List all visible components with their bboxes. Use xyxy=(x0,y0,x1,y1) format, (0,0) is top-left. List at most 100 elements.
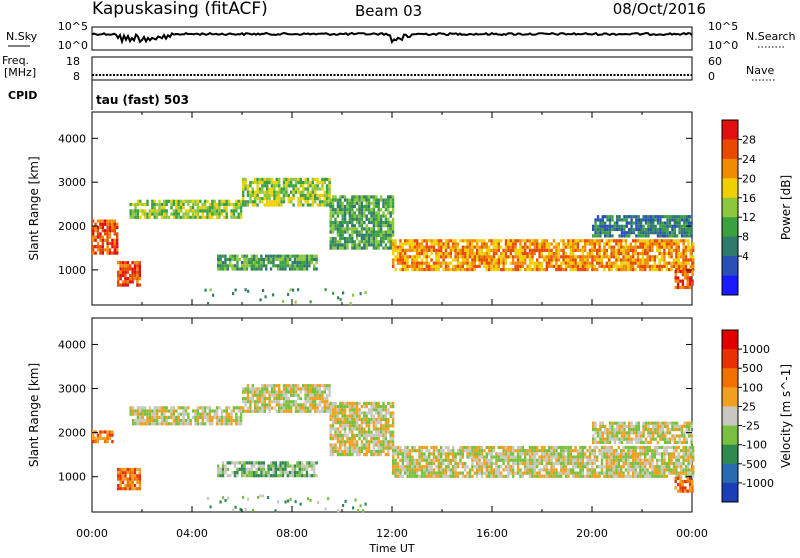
velocity-cell xyxy=(589,468,591,471)
power-cell xyxy=(197,213,199,216)
power-cell xyxy=(661,239,663,242)
power-cell xyxy=(584,258,586,261)
velocity-cell xyxy=(654,446,656,449)
velocity-cell xyxy=(342,434,344,437)
power-cell xyxy=(688,218,690,221)
velocity-cell xyxy=(457,465,459,468)
power-cell xyxy=(397,249,399,252)
power-cell xyxy=(659,218,661,221)
velocity-cell xyxy=(349,418,351,421)
power-cell xyxy=(216,213,218,216)
velocity-cell xyxy=(263,471,265,474)
power-cell xyxy=(151,206,153,209)
power-cell xyxy=(124,268,126,271)
power-cell xyxy=(144,216,146,219)
power-cell xyxy=(474,268,476,271)
power-cell xyxy=(435,239,437,242)
power-cell xyxy=(634,258,636,261)
power-cell xyxy=(380,237,382,240)
power-cell xyxy=(536,246,538,249)
power-cell xyxy=(154,206,156,209)
power-cell xyxy=(238,213,240,216)
velocity-cell xyxy=(294,465,296,468)
power-cell xyxy=(592,228,594,231)
power-cell xyxy=(418,265,420,268)
velocity-cell xyxy=(646,459,648,462)
velocity-cell xyxy=(406,468,408,471)
power-cell xyxy=(244,203,246,206)
velocity-cell xyxy=(495,452,497,455)
velocity-cell xyxy=(221,422,223,425)
velocity-cell xyxy=(259,387,261,390)
velocity-cell xyxy=(594,456,596,459)
velocity-cell xyxy=(553,475,555,478)
velocity-cell xyxy=(199,422,201,425)
velocity-cell xyxy=(185,413,187,416)
power-cell xyxy=(546,246,548,249)
power-cell xyxy=(346,243,348,246)
power-cell xyxy=(586,252,588,255)
power-cell xyxy=(273,187,275,190)
velocity-cell xyxy=(119,487,121,490)
velocity-cell xyxy=(582,449,584,452)
velocity-cell xyxy=(404,449,406,452)
power-cell xyxy=(276,181,278,184)
power-cell xyxy=(358,240,360,243)
velocity-cell xyxy=(387,440,389,443)
velocity-cell xyxy=(603,456,605,459)
power-cell xyxy=(351,240,353,243)
power-cell xyxy=(493,242,495,245)
velocity-cell xyxy=(387,402,389,405)
power-cell xyxy=(416,249,418,252)
velocity-cell xyxy=(156,406,158,409)
velocity-cell xyxy=(637,459,639,462)
power-cell xyxy=(632,268,634,271)
velocity-cell xyxy=(206,406,208,409)
velocity-cell xyxy=(302,403,304,406)
power-cell xyxy=(692,262,694,265)
velocity-cell xyxy=(517,449,519,452)
power-cell xyxy=(692,249,694,252)
velocity-cell xyxy=(258,461,260,464)
power-cell xyxy=(253,261,255,264)
power-cell xyxy=(603,242,605,245)
power-cell xyxy=(594,234,596,237)
power-cell xyxy=(688,234,690,237)
power-cell xyxy=(300,197,302,200)
velocity-cell xyxy=(411,449,413,452)
nsky-tick-low-right: 10^0 xyxy=(708,39,738,52)
power-cell xyxy=(411,265,413,268)
velocity-cell xyxy=(529,452,531,455)
power-cell xyxy=(385,199,387,202)
velocity-cell xyxy=(309,403,311,406)
velocity-cell xyxy=(106,430,108,433)
velocity-cell xyxy=(146,419,148,422)
velocity-cell xyxy=(627,452,629,455)
velocity-cell xyxy=(505,459,507,462)
velocity-cell xyxy=(466,452,468,455)
power-cell xyxy=(426,249,428,252)
power-cell xyxy=(238,200,240,203)
velocity-cell xyxy=(149,419,151,422)
power-cell xyxy=(270,255,272,258)
power-cell xyxy=(488,249,490,252)
velocity-cell xyxy=(577,449,579,452)
power-cell xyxy=(229,261,231,264)
velocity-cell xyxy=(304,384,306,387)
velocity-cell xyxy=(579,459,581,462)
power-cell xyxy=(426,239,428,242)
power-cell xyxy=(642,262,644,265)
velocity-cell xyxy=(273,391,275,394)
velocity-cell xyxy=(366,418,368,421)
power-cell xyxy=(596,255,598,258)
velocity-cell xyxy=(642,446,644,449)
power-cell xyxy=(522,265,524,268)
velocity-cell xyxy=(531,446,533,449)
velocity-cell xyxy=(187,422,189,425)
power-colorbar-swatch xyxy=(722,217,738,237)
power-cell xyxy=(342,218,344,221)
velocity-cell xyxy=(663,472,665,475)
power-cell xyxy=(666,262,668,265)
power-cell xyxy=(639,258,641,261)
velocity-cell xyxy=(649,472,651,475)
